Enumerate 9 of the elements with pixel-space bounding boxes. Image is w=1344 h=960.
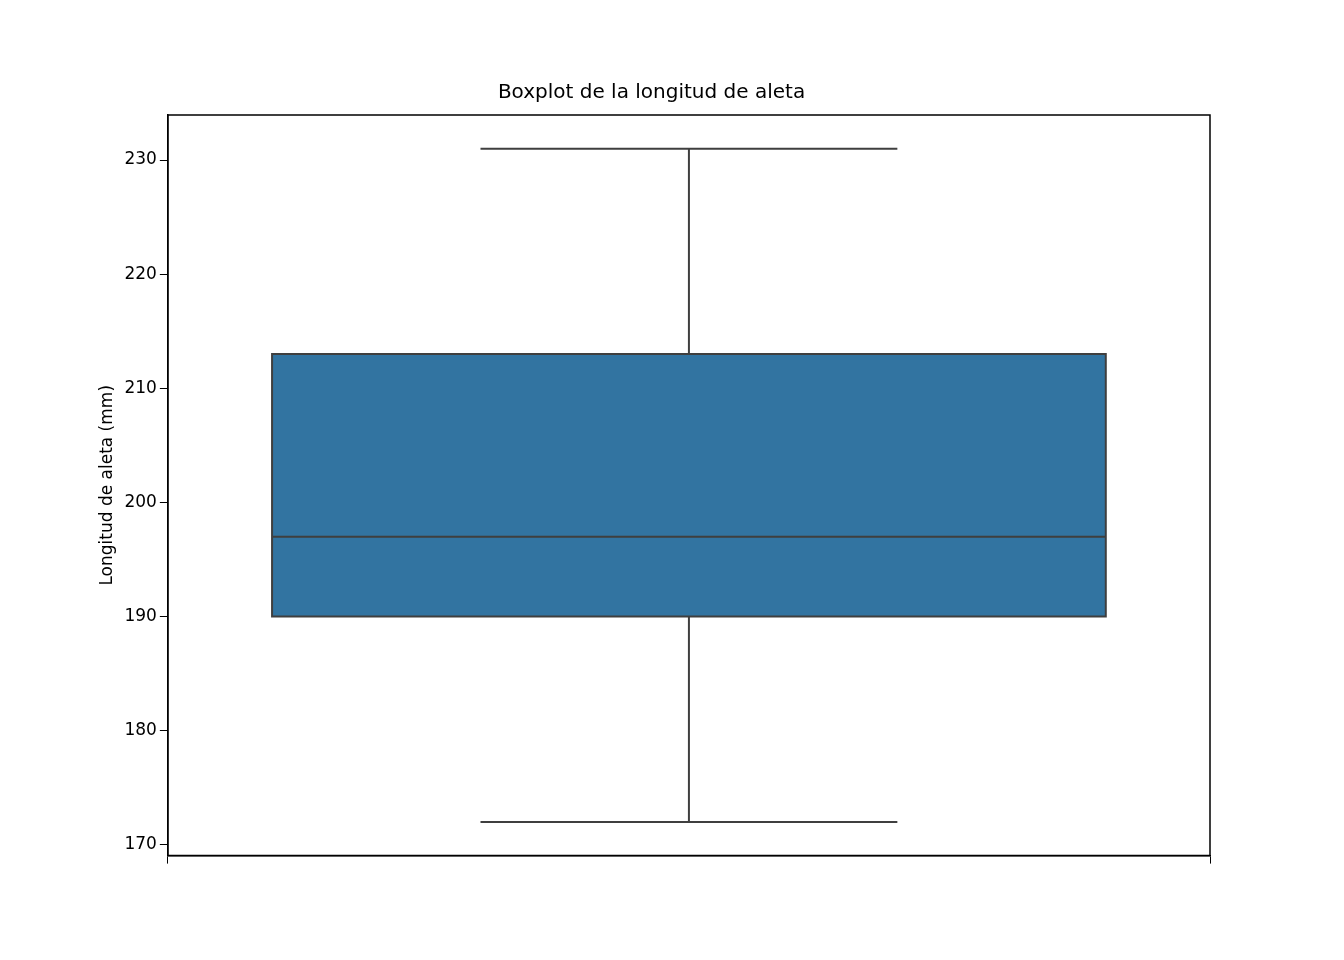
y-tick-label: 170 [124,833,157,854]
y-axis-title: Longitud de aleta (mm) [95,384,116,586]
y-tick-label: 230 [124,148,157,169]
y-tick-label: 220 [124,262,157,283]
y-tick-label: 210 [124,376,157,397]
y-tick-label: 180 [124,719,157,740]
y-tick-label: 200 [124,490,157,511]
chart-title: Boxplot de la longitud de aleta [497,79,806,104]
y-tick-label: 190 [124,604,157,625]
